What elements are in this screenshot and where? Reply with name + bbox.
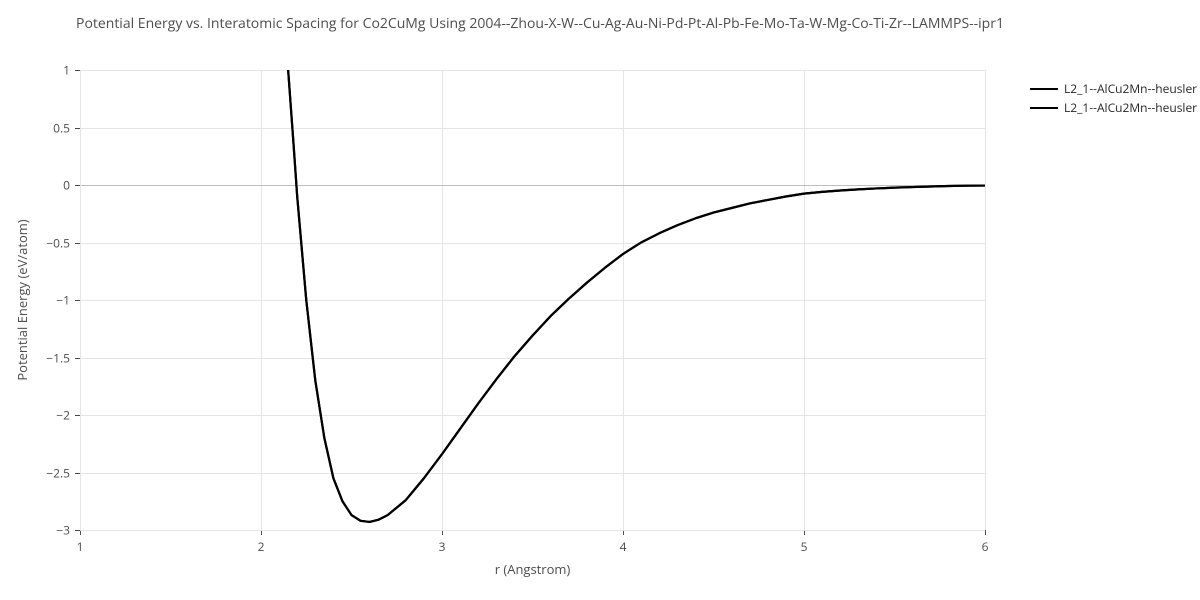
curve-svg <box>80 70 985 530</box>
y-tick-label: 1 <box>63 62 70 79</box>
x-tick-label: 6 <box>982 538 989 555</box>
y-tick-label: −0.5 <box>46 234 70 251</box>
x-tick-label: 1 <box>77 538 84 555</box>
y-tick-label: −1 <box>56 292 70 309</box>
plot-area[interactable]: 123456−3−2.5−2−1.5−1−0.500.51 <box>80 70 985 530</box>
y-tick-label: 0.5 <box>53 119 70 136</box>
legend-label: L2_1--AlCu2Mn--heusler <box>1064 80 1197 97</box>
chart-title: Potential Energy vs. Interatomic Spacing… <box>0 14 1200 33</box>
y-tick-label: −3 <box>56 522 70 539</box>
y-tick-label: −1.5 <box>46 349 70 366</box>
chart-container: Potential Energy vs. Interatomic Spacing… <box>0 0 1200 600</box>
y-axis-label: Potential Energy (eV/atom) <box>13 219 31 380</box>
series-line[interactable] <box>288 70 985 522</box>
x-tick-label: 3 <box>439 538 446 555</box>
x-tick-label: 5 <box>801 538 808 555</box>
grid-line-vertical <box>985 70 986 530</box>
y-tick-label: 0 <box>63 177 70 194</box>
x-tick-label: 4 <box>620 538 627 555</box>
legend-swatch <box>1030 88 1058 90</box>
legend-item[interactable]: L2_1--AlCu2Mn--heusler <box>1030 99 1197 116</box>
y-tick-label: −2.5 <box>46 464 70 481</box>
legend-item[interactable]: L2_1--AlCu2Mn--heusler <box>1030 80 1197 97</box>
x-tick-label: 2 <box>258 538 265 555</box>
legend[interactable]: L2_1--AlCu2Mn--heusler L2_1--AlCu2Mn--heu… <box>1030 80 1197 118</box>
legend-label: L2_1--AlCu2Mn--heusler <box>1064 99 1197 116</box>
x-axis-line <box>80 530 985 531</box>
x-tick-mark <box>985 530 986 535</box>
x-axis-label: r (Angstrom) <box>495 560 571 578</box>
y-tick-label: −2 <box>56 407 70 424</box>
legend-swatch <box>1030 107 1058 109</box>
series-line[interactable] <box>288 70 985 522</box>
